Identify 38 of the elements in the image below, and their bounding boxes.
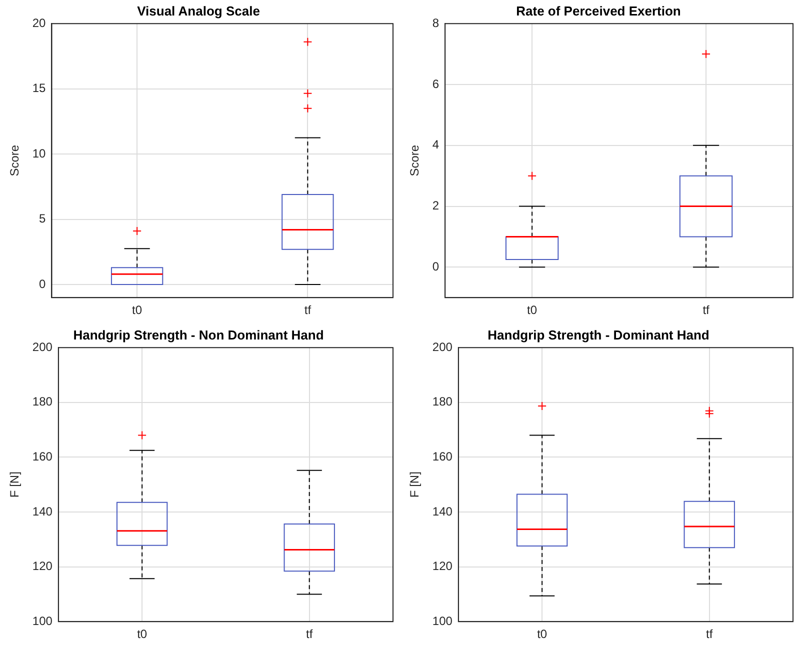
- y-tick-label: 120: [432, 559, 453, 574]
- y-tick-label: 20: [32, 16, 46, 30]
- y-tick-label: 140: [32, 504, 53, 518]
- y-tick-label: 100: [432, 614, 453, 628]
- y-tick-label: 0: [39, 276, 46, 291]
- x-tick-label: tf: [702, 303, 710, 318]
- y-axis-title: Score: [408, 144, 422, 176]
- x-tick-label: t0: [137, 627, 148, 642]
- x-tick-label: tf: [706, 627, 714, 642]
- x-tick-label: tf: [304, 303, 312, 318]
- y-axis-title: F [N]: [408, 472, 422, 498]
- y-tick-label: 100: [32, 614, 53, 628]
- y-tick-label: 15: [32, 81, 46, 96]
- chart-title: Rate of Perceived Exertion: [516, 3, 681, 18]
- chart-title: Visual Analog Scale: [137, 3, 260, 18]
- y-tick-label: 2: [432, 198, 440, 213]
- y-tick-label: 10: [32, 146, 46, 160]
- y-tick-label: 5: [39, 212, 46, 226]
- chart-title: Handgrip Strength - Non Dominant Hand: [73, 327, 324, 342]
- y-axis-title: F [N]: [8, 472, 22, 498]
- y-tick-label: 120: [32, 559, 53, 574]
- x-tick-label: t0: [132, 303, 142, 318]
- y-tick-label: 6: [432, 76, 440, 91]
- y-tick-label: 180: [32, 394, 53, 409]
- x-tick-label: t0: [537, 627, 548, 642]
- y-tick-label: 180: [432, 394, 453, 409]
- x-tick-label: tf: [306, 627, 314, 642]
- y-tick-label: 140: [432, 504, 453, 518]
- y-tick-label: 8: [432, 16, 440, 30]
- y-tick-label: 200: [32, 340, 53, 354]
- x-tick-label: t0: [527, 303, 538, 318]
- y-tick-label: 160: [432, 450, 453, 464]
- y-tick-label: 4: [432, 138, 440, 152]
- y-tick-label: 200: [432, 340, 453, 354]
- y-tick-label: 160: [32, 450, 53, 464]
- chart-title: Handgrip Strength - Dominant Hand: [488, 327, 710, 342]
- y-axis-title: Score: [8, 144, 22, 176]
- y-tick-label: 0: [432, 259, 440, 274]
